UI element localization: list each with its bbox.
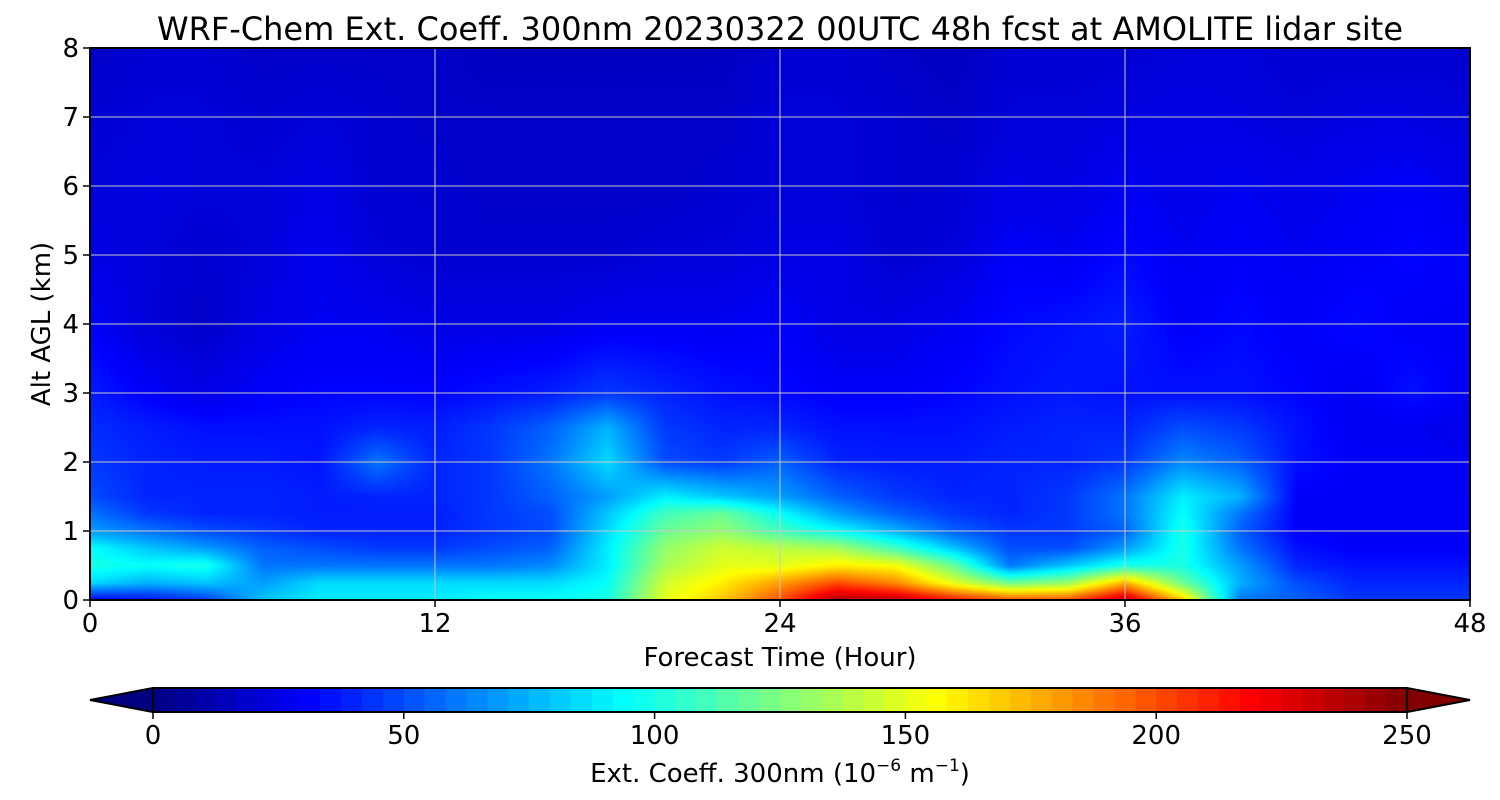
x-tick-label: 0	[82, 609, 99, 639]
y-tick-label: 6	[62, 172, 79, 202]
colorbar-extend-high	[1406, 686, 1471, 714]
colorbar-gradient	[153, 688, 1407, 712]
colorbar-tick-label: 0	[145, 721, 162, 751]
colorbar-extend-low	[89, 686, 154, 714]
colorbar-label: Ext. Coeff. 300nm (10−6 m−1)	[590, 756, 970, 789]
x-axis-label: Forecast Time (Hour)	[643, 643, 916, 673]
y-axis: 0 1 2 3 4 5 6 7 8	[62, 34, 90, 616]
y-tick-label: 8	[62, 34, 79, 64]
colorbar-label-end: )	[960, 759, 970, 789]
y-tick-label: 2	[62, 448, 79, 478]
y-tick-label: 0	[62, 586, 79, 616]
x-tick-label: 24	[763, 609, 796, 639]
y-tick-label: 7	[62, 103, 79, 133]
colorbar-label-mid: m	[901, 759, 935, 789]
colorbar-tick-label: 50	[387, 721, 420, 751]
colorbar-tick-label: 250	[1382, 721, 1432, 751]
colorbar-frame	[152, 687, 1408, 713]
grid-lines	[90, 48, 1470, 600]
x-axis: 0 12 24 36 48	[82, 600, 1487, 639]
y-tick-label: 1	[62, 517, 79, 547]
y-tick-label: 3	[62, 379, 79, 409]
colorbar-ticks: 0 50 100 150 200 250	[145, 712, 1432, 751]
chart-title: WRF-Chem Ext. Coeff. 300nm 20230322 00UT…	[157, 10, 1403, 48]
x-tick-label: 12	[418, 609, 451, 639]
x-tick-label: 36	[1108, 609, 1141, 639]
x-tick-label: 48	[1453, 609, 1486, 639]
colorbar-tick-label: 100	[630, 721, 680, 751]
y-axis-label: Alt AGL (km)	[27, 242, 57, 406]
y-tick-label: 4	[62, 310, 79, 340]
colorbar-tick-label: 200	[1131, 721, 1181, 751]
colorbar-tick-label: 150	[881, 721, 931, 751]
colorbar: 0 50 100 150 200 250 Ext. Coeff. 300nm (10−6 …	[89, 686, 1471, 789]
plot-area	[89, 47, 1471, 601]
colorbar-label-exp2: −1	[935, 756, 960, 776]
colorbar-label-main: Ext. Coeff. 300nm (10	[590, 759, 876, 789]
y-tick-label: 5	[62, 241, 79, 271]
colorbar-label-exp1: −6	[876, 756, 901, 776]
